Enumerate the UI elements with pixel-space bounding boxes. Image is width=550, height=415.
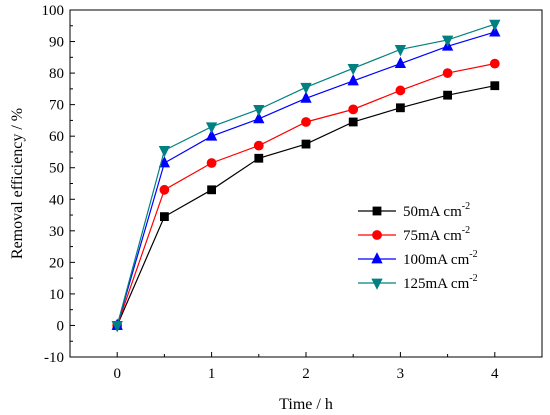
y-tick-label: 70: [49, 98, 64, 114]
data-point: [205, 129, 218, 141]
data-point: [489, 58, 500, 69]
axis-ticks: -10 0 10 20 30 40 50 60 70 80 90 100 0 1 2 3 4: [42, 3, 500, 382]
data-point: [253, 104, 265, 117]
x-tick-label: 3: [397, 366, 405, 382]
legend-item: 50mA cm-2: [358, 201, 470, 220]
legend-marker: [371, 252, 383, 264]
data-point: [443, 90, 453, 100]
data-point: [159, 184, 170, 195]
data-point: [300, 91, 312, 103]
data-point: [206, 158, 217, 168]
data-point: [490, 81, 500, 91]
x-tick-label: 2: [302, 366, 310, 382]
data-point: [254, 153, 264, 163]
data-point: [205, 122, 218, 134]
data-point: [442, 68, 453, 78]
data-point: [348, 117, 358, 127]
y-tick-label: 100: [42, 3, 65, 19]
data-point: [207, 185, 217, 195]
y-tick-label: 40: [49, 192, 64, 208]
data-point: [111, 321, 123, 333]
y-tick-label: 20: [49, 255, 64, 271]
data-point: [441, 35, 454, 47]
x-tick-label: 4: [491, 366, 499, 382]
data-point: [394, 56, 407, 69]
y-axis-title: Removal efficiency / %: [9, 108, 26, 259]
data-point: [158, 156, 171, 168]
legend-label: 125mA cm-2: [403, 273, 478, 292]
data-point: [253, 140, 264, 151]
x-axis-title: Time / h: [279, 396, 333, 413]
data-point: [347, 74, 359, 86]
data-point: [395, 103, 405, 113]
y-tick-label: 0: [57, 318, 65, 334]
legend-label: 100mA cm-2: [403, 249, 478, 268]
legend-marker: [371, 278, 383, 290]
data-point: [348, 104, 359, 115]
series-layer: [111, 19, 501, 333]
data-point: [394, 45, 407, 57]
data-point: [300, 82, 312, 95]
y-tick-label: 90: [49, 35, 64, 51]
series-1: [112, 81, 500, 330]
legend-marker: [372, 230, 382, 240]
data-point: [159, 212, 169, 222]
data-point: [301, 117, 311, 127]
series-4: [111, 19, 501, 333]
y-tick-label: -10: [44, 350, 64, 366]
y-tick-label: 10: [49, 287, 64, 303]
data-point: [253, 111, 265, 124]
legend-marker: [372, 206, 382, 216]
legend-label: 50mA cm-2: [403, 201, 470, 220]
legend-label: 75mA cm-2: [403, 225, 470, 244]
y-tick-label: 30: [49, 224, 64, 240]
legend-item: 75mA cm-2: [358, 225, 470, 244]
data-point: [301, 139, 311, 149]
series-3: [111, 25, 501, 330]
x-tick-label: 0: [113, 366, 121, 382]
legend: 50mA cm-2 75mA cm-2 100mA cm-2 125mA cm-2: [358, 201, 478, 292]
y-tick-label: 50: [49, 161, 64, 177]
y-tick-label: 60: [49, 129, 64, 145]
data-point: [395, 85, 406, 96]
legend-item: 125mA cm-2: [358, 273, 478, 292]
legend-item: 100mA cm-2: [358, 249, 478, 268]
data-point: [158, 145, 171, 158]
data-point: [489, 19, 501, 32]
plot-frame: [69, 9, 543, 358]
x-tick-label: 1: [208, 366, 216, 382]
data-point: [347, 63, 359, 76]
y-tick-label: 80: [49, 66, 64, 82]
